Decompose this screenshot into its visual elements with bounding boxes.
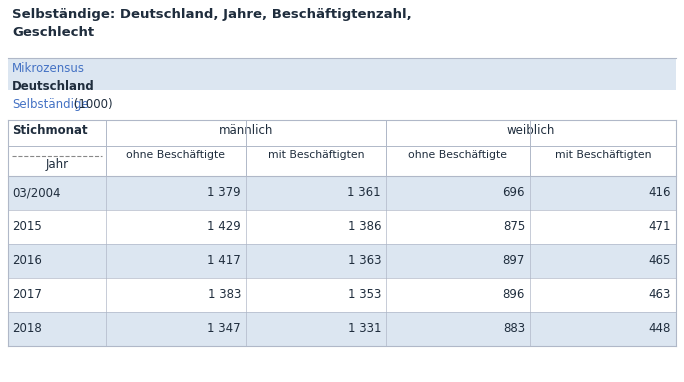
Text: 1 347: 1 347: [207, 322, 241, 335]
Bar: [8, 278, 676, 312]
Text: 1 383: 1 383: [208, 288, 241, 301]
Bar: [8, 244, 676, 278]
Text: Selbständige: Selbständige: [12, 98, 89, 111]
Bar: [8, 312, 676, 346]
Text: 1 386: 1 386: [347, 220, 381, 233]
Text: 883: 883: [503, 322, 525, 335]
Bar: [8, 210, 676, 244]
Text: weiblich: weiblich: [507, 124, 555, 137]
Text: Mikrozensus: Mikrozensus: [12, 62, 85, 75]
Bar: [0, 0, 684, 58]
Text: 2018: 2018: [12, 322, 42, 335]
Text: ohne Beschäftigte: ohne Beschäftigte: [127, 150, 226, 160]
Text: 1 361: 1 361: [347, 186, 381, 199]
Text: 416: 416: [648, 186, 671, 199]
Text: 1 417: 1 417: [207, 254, 241, 267]
Text: Geschlecht: Geschlecht: [12, 26, 94, 39]
Bar: [8, 176, 676, 210]
Text: 1 429: 1 429: [207, 220, 241, 233]
Text: Deutschland: Deutschland: [12, 80, 95, 93]
Text: 1 363: 1 363: [347, 254, 381, 267]
Text: mit Beschäftigten: mit Beschäftigten: [555, 150, 651, 160]
Text: Selbständige: Deutschland, Jahre, Beschäftigtenzahl,: Selbständige: Deutschland, Jahre, Beschä…: [12, 8, 412, 21]
Text: 465: 465: [648, 254, 671, 267]
Text: 2016: 2016: [12, 254, 42, 267]
Bar: [8, 90, 676, 146]
Text: (1000): (1000): [70, 98, 113, 111]
Text: ohne Beschäftigte: ohne Beschäftigte: [408, 150, 508, 160]
Text: 896: 896: [503, 288, 525, 301]
Text: 1 331: 1 331: [347, 322, 381, 335]
Bar: [8, 58, 676, 120]
Text: Jahr: Jahr: [45, 158, 68, 171]
Text: 463: 463: [648, 288, 671, 301]
Text: 2015: 2015: [12, 220, 42, 233]
Text: 03/2004: 03/2004: [12, 186, 60, 199]
Text: 1 353: 1 353: [347, 288, 381, 301]
Text: 448: 448: [648, 322, 671, 335]
Text: Stichmonat: Stichmonat: [12, 124, 88, 137]
Text: 875: 875: [503, 220, 525, 233]
Text: mit Beschäftigten: mit Beschäftigten: [267, 150, 365, 160]
Text: 897: 897: [503, 254, 525, 267]
Text: 696: 696: [503, 186, 525, 199]
Text: 471: 471: [648, 220, 671, 233]
Text: männlich: männlich: [219, 124, 273, 137]
Text: 2017: 2017: [12, 288, 42, 301]
Text: 1 379: 1 379: [207, 186, 241, 199]
